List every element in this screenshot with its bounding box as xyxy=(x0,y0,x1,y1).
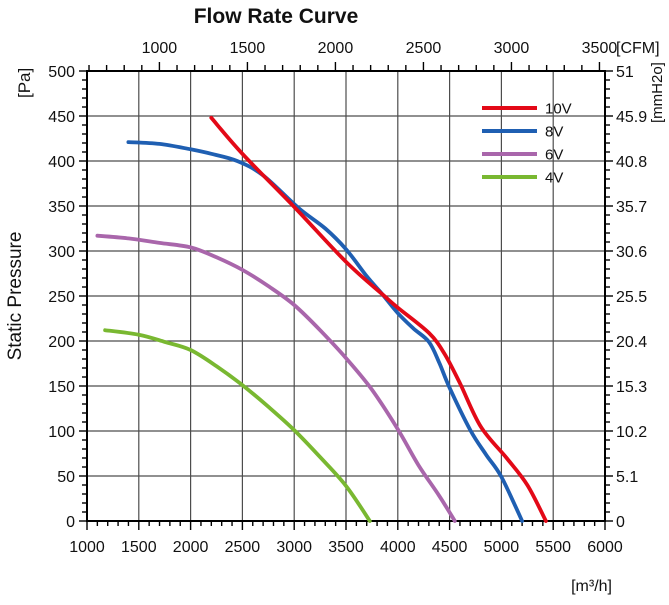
tick-label-right-0: 0 xyxy=(616,514,625,531)
tick-label-left-50: 50 xyxy=(57,469,75,486)
grid-lines xyxy=(87,71,605,521)
legend-label-8V: 8V xyxy=(545,124,563,141)
tick-label-left-100: 100 xyxy=(48,424,75,441)
tick-label-top-2000: 2000 xyxy=(318,40,354,57)
tick-label-top-1500: 1500 xyxy=(230,40,266,57)
tick-label-left-400: 400 xyxy=(48,154,75,171)
tick-label-right-30.6: 30.6 xyxy=(616,244,647,261)
tick-label-bottom-3500: 3500 xyxy=(328,539,364,556)
tick-label-right-35.7: 35.7 xyxy=(616,199,647,216)
tick-label-top-3500: 3500 xyxy=(582,40,618,57)
tick-label-bottom-3000: 3000 xyxy=(276,539,312,556)
tick-label-bottom-1500: 1500 xyxy=(121,539,157,556)
bottom-axis-unit-label: [m³/h] xyxy=(571,578,612,595)
tick-label-bottom-4000: 4000 xyxy=(380,539,416,556)
plot-frame xyxy=(86,70,606,522)
curve-4V xyxy=(103,328,372,523)
tick-label-top-3000: 3000 xyxy=(494,40,530,57)
tick-label-bottom-4500: 4500 xyxy=(432,539,468,556)
legend-label-4V: 4V xyxy=(545,170,563,187)
tick-label-right-25.5: 25.5 xyxy=(616,289,647,306)
tick-label-right-20.4: 20.4 xyxy=(616,334,647,351)
tick-label-left-450: 450 xyxy=(48,109,75,126)
tick-label-right-15.3: 15.3 xyxy=(616,379,647,396)
left-axis-unit-label: [Pa] xyxy=(15,68,34,98)
plot-border xyxy=(86,70,606,522)
tick-label-left-200: 200 xyxy=(48,334,75,351)
tick-label-bottom-5500: 5500 xyxy=(535,539,571,556)
tick-label-top-1000: 1000 xyxy=(142,40,178,57)
chart-title: Flow Rate Curve xyxy=(194,5,359,28)
legend-label-6V: 6V xyxy=(545,147,563,164)
tick-label-right-51: 51 xyxy=(616,64,634,81)
tick-label-bottom-2500: 2500 xyxy=(225,539,261,556)
tick-label-right-5.1: 5.1 xyxy=(616,469,638,486)
tick-label-left-250: 250 xyxy=(48,289,75,306)
tick-label-left-0: 0 xyxy=(66,514,75,531)
tick-label-left-350: 350 xyxy=(48,199,75,216)
axis-tick-labels: 1000 1500 2000 2500 3000 3500 4000 4500 5000 5500… xyxy=(48,40,647,556)
tick-label-right-45.9: 45.9 xyxy=(616,109,647,126)
tick-label-left-500: 500 xyxy=(48,64,75,81)
tick-label-right-40.8: 40.8 xyxy=(616,154,647,171)
tick-label-right-10.2: 10.2 xyxy=(616,424,647,441)
tick-label-bottom-2000: 2000 xyxy=(173,539,209,556)
tick-label-left-150: 150 xyxy=(48,379,75,396)
legend-label-10V: 10V xyxy=(545,101,572,118)
tick-label-left-300: 300 xyxy=(48,244,75,261)
left-axis-title: Static Pressure xyxy=(5,232,26,361)
curve-10V xyxy=(209,115,548,523)
tick-label-top-2500: 2500 xyxy=(406,40,442,57)
tick-label-bottom-6000: 6000 xyxy=(587,539,623,556)
tick-label-bottom-1000: 1000 xyxy=(69,539,105,556)
legend: 10V 8V 6V 4V xyxy=(482,101,572,187)
right-axis-unit-label: [mmH2o] xyxy=(649,62,666,123)
series-curves xyxy=(95,115,548,523)
tick-label-bottom-5000: 5000 xyxy=(484,539,520,556)
curve-6V xyxy=(95,233,457,523)
top-axis-unit-label: [CFM] xyxy=(616,40,660,57)
